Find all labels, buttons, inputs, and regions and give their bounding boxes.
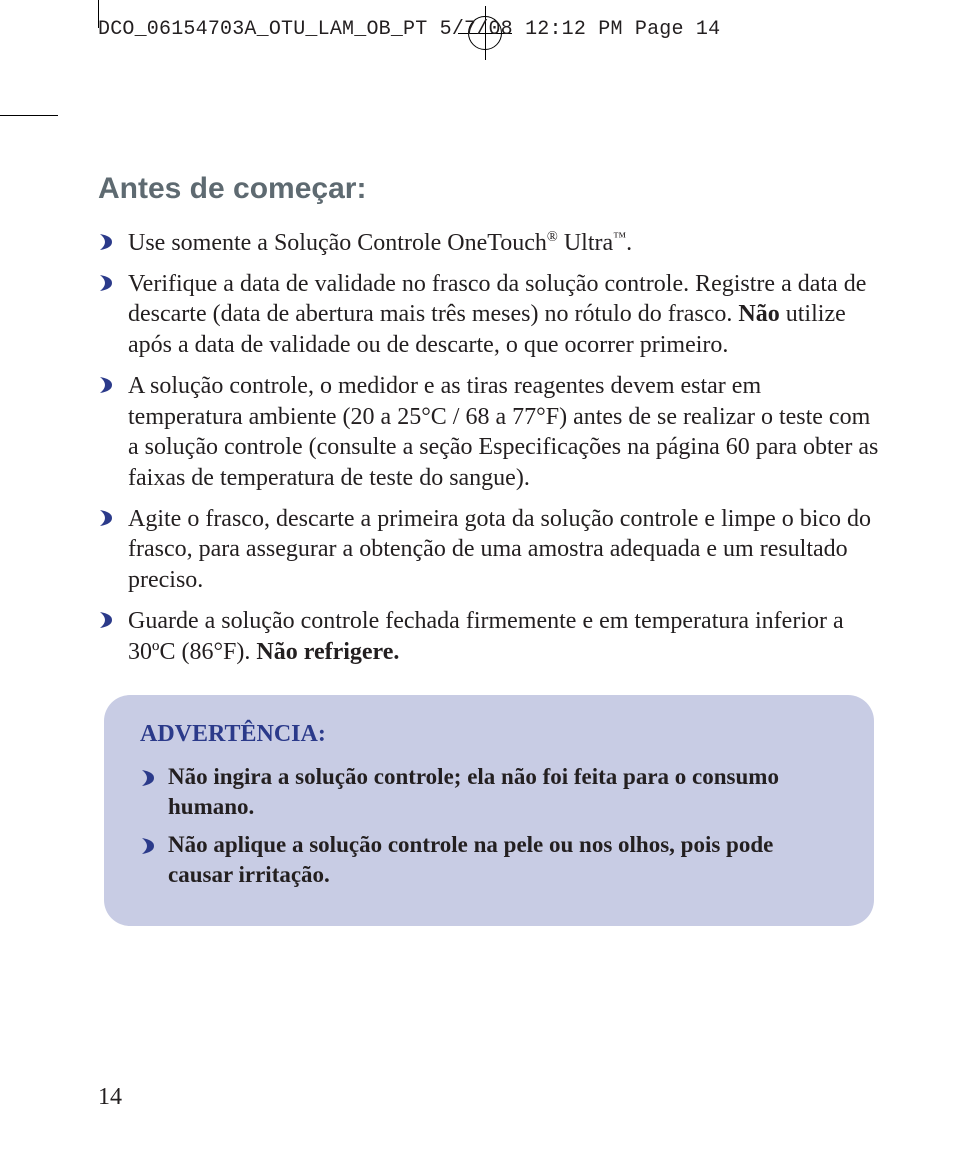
bullet-text: A solução controle, o medidor e as tiras…	[128, 373, 878, 491]
crop-mark	[0, 115, 58, 116]
bullet-icon	[98, 273, 116, 293]
warning-title: ADVERTÊNCIA:	[140, 721, 838, 748]
warning-text: Não ingira a solução controle; ela não f…	[168, 764, 779, 819]
bullet-text: Verifique a data de validade no frasco d…	[128, 271, 866, 358]
page-number: 14	[98, 1084, 122, 1111]
list-item: A solução controle, o medidor e as tiras…	[98, 371, 880, 494]
list-item: Agite o frasco, descarte a primeira gota…	[98, 504, 880, 596]
bullet-icon	[140, 834, 158, 854]
bullet-icon	[98, 610, 116, 630]
list-item: Não aplique a solução controle na pele o…	[140, 830, 838, 890]
list-item: Use somente a Solução Controle OneTouch®…	[98, 228, 880, 259]
bullet-text: Guarde a solução controle fechada firmem…	[128, 608, 844, 665]
bullet-icon	[140, 766, 158, 786]
bullet-text: Agite o frasco, descarte a primeira gota…	[128, 506, 871, 593]
list-item: Não ingira a solução controle; ela não f…	[140, 762, 838, 822]
section-title: Antes de começar:	[98, 172, 880, 206]
bullet-text: Use somente a Solução Controle OneTouch®…	[128, 230, 632, 256]
document-page: DCO_06154703A_OTU_LAM_OB_PT 5/7/08 12:12…	[0, 0, 960, 1175]
list-item: Verifique a data de validade no frasco d…	[98, 269, 880, 361]
bullet-icon	[98, 232, 116, 252]
list-item: Guarde a solução controle fechada firmem…	[98, 606, 880, 667]
bullet-icon	[98, 375, 116, 395]
bullet-icon	[98, 508, 116, 528]
warning-list: Não ingira a solução controle; ela não f…	[140, 762, 838, 890]
warning-callout: ADVERTÊNCIA: Não ingira a solução contro…	[104, 695, 874, 926]
warning-text: Não aplique a solução controle na pele o…	[168, 832, 773, 887]
bullet-list: Use somente a Solução Controle OneTouch®…	[98, 228, 880, 667]
body-content: Antes de começar: Use somente a Solução …	[98, 172, 880, 926]
print-slugline: DCO_06154703A_OTU_LAM_OB_PT 5/7/08 12:12…	[98, 18, 720, 41]
